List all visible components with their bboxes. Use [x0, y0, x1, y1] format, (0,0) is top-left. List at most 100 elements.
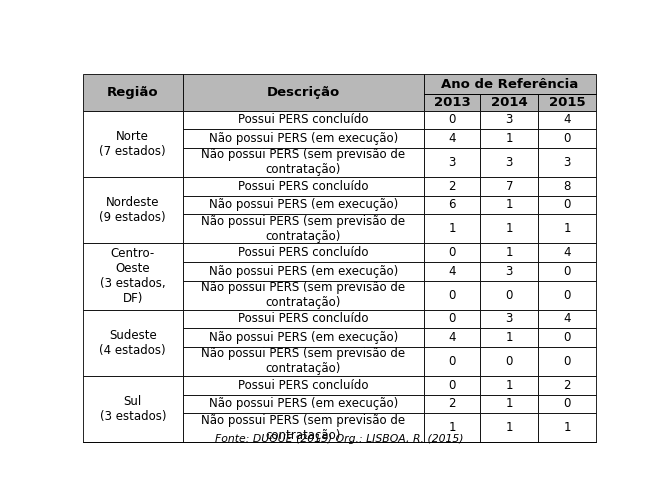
- Bar: [538, 376, 596, 395]
- Text: 3: 3: [506, 156, 513, 169]
- Text: Ano de Referência: Ano de Referência: [442, 78, 579, 91]
- Bar: [183, 328, 424, 347]
- Bar: [481, 328, 538, 347]
- Bar: [481, 214, 538, 243]
- Bar: [481, 376, 538, 395]
- Bar: [481, 309, 538, 328]
- Bar: [83, 74, 183, 110]
- Bar: [183, 129, 424, 148]
- Text: 0: 0: [506, 289, 513, 301]
- Text: 0: 0: [563, 398, 571, 410]
- Bar: [538, 413, 596, 443]
- Text: 0: 0: [448, 379, 456, 392]
- Bar: [424, 347, 481, 376]
- Text: Possui PERS concluído: Possui PERS concluído: [238, 180, 369, 193]
- Text: 3: 3: [506, 113, 513, 127]
- Text: 0: 0: [448, 289, 456, 301]
- Bar: [538, 177, 596, 196]
- Text: Não possui PERS (em execução): Não possui PERS (em execução): [209, 199, 398, 211]
- Text: 1: 1: [506, 199, 513, 211]
- Bar: [424, 74, 596, 94]
- Bar: [538, 94, 596, 110]
- Text: 1: 1: [506, 331, 513, 344]
- Bar: [424, 110, 481, 129]
- Bar: [538, 262, 596, 281]
- Text: 8: 8: [563, 180, 571, 193]
- Bar: [83, 243, 183, 309]
- Text: Centro-
Oeste
(3 estados,
DF): Centro- Oeste (3 estados, DF): [100, 247, 166, 305]
- Text: Não possui PERS (em execução): Não possui PERS (em execução): [209, 398, 398, 410]
- Text: Não possui PERS (em execução): Não possui PERS (em execução): [209, 331, 398, 344]
- Bar: [183, 309, 424, 328]
- Bar: [83, 177, 183, 243]
- Bar: [183, 243, 424, 262]
- Bar: [538, 214, 596, 243]
- Bar: [424, 148, 481, 177]
- Bar: [481, 94, 538, 110]
- Text: Possui PERS concluído: Possui PERS concluído: [238, 113, 369, 127]
- Bar: [424, 281, 481, 309]
- Text: Não possui PERS (sem previsão de
contratação): Não possui PERS (sem previsão de contrat…: [201, 414, 405, 442]
- Text: 0: 0: [448, 113, 456, 127]
- Bar: [481, 129, 538, 148]
- Bar: [83, 110, 183, 177]
- Bar: [538, 347, 596, 376]
- Text: Possui PERS concluído: Possui PERS concluído: [238, 379, 369, 392]
- Bar: [538, 148, 596, 177]
- Bar: [538, 281, 596, 309]
- Text: Nordeste
(9 estados): Nordeste (9 estados): [99, 196, 166, 224]
- Text: 4: 4: [563, 246, 571, 259]
- Text: Não possui PERS (sem previsão de
contratação): Não possui PERS (sem previsão de contrat…: [201, 215, 405, 243]
- Bar: [183, 196, 424, 214]
- Text: 1: 1: [506, 246, 513, 259]
- Bar: [183, 395, 424, 413]
- Text: 0: 0: [448, 312, 456, 326]
- Text: 2013: 2013: [434, 96, 471, 109]
- Bar: [183, 177, 424, 196]
- Text: 0: 0: [563, 289, 571, 301]
- Bar: [424, 328, 481, 347]
- Bar: [183, 74, 424, 110]
- Text: 1: 1: [506, 222, 513, 235]
- Text: Não possui PERS (sem previsão de
contratação): Não possui PERS (sem previsão de contrat…: [201, 281, 405, 309]
- Bar: [481, 110, 538, 129]
- Text: 1: 1: [506, 379, 513, 392]
- Bar: [424, 129, 481, 148]
- Text: 2: 2: [448, 398, 456, 410]
- Text: 1: 1: [448, 421, 456, 434]
- Bar: [83, 309, 183, 376]
- Bar: [538, 243, 596, 262]
- Text: 3: 3: [506, 312, 513, 326]
- Text: Possui PERS concluído: Possui PERS concluído: [238, 246, 369, 259]
- Text: 4: 4: [448, 132, 456, 145]
- Bar: [183, 281, 424, 309]
- Text: 1: 1: [506, 398, 513, 410]
- Text: Região: Região: [107, 86, 159, 99]
- Text: 2015: 2015: [549, 96, 585, 109]
- Text: Possui PERS concluído: Possui PERS concluído: [238, 312, 369, 326]
- Bar: [183, 214, 424, 243]
- Bar: [481, 243, 538, 262]
- Text: 0: 0: [448, 246, 456, 259]
- Bar: [481, 281, 538, 309]
- Bar: [538, 196, 596, 214]
- Text: Sul
(3 estados): Sul (3 estados): [99, 395, 166, 423]
- Bar: [424, 196, 481, 214]
- Text: 0: 0: [448, 355, 456, 368]
- Bar: [424, 376, 481, 395]
- Bar: [424, 214, 481, 243]
- Text: 3: 3: [563, 156, 571, 169]
- Bar: [481, 177, 538, 196]
- Bar: [183, 262, 424, 281]
- Text: Não possui PERS (sem previsão de
contratação): Não possui PERS (sem previsão de contrat…: [201, 347, 405, 375]
- Text: 4: 4: [563, 113, 571, 127]
- Bar: [481, 262, 538, 281]
- Bar: [424, 262, 481, 281]
- Bar: [481, 196, 538, 214]
- Text: 3: 3: [448, 156, 456, 169]
- Text: Não possui PERS (em execução): Não possui PERS (em execução): [209, 132, 398, 145]
- Bar: [183, 413, 424, 443]
- Text: 0: 0: [563, 199, 571, 211]
- Text: Norte
(7 estados): Norte (7 estados): [99, 130, 166, 158]
- Bar: [183, 110, 424, 129]
